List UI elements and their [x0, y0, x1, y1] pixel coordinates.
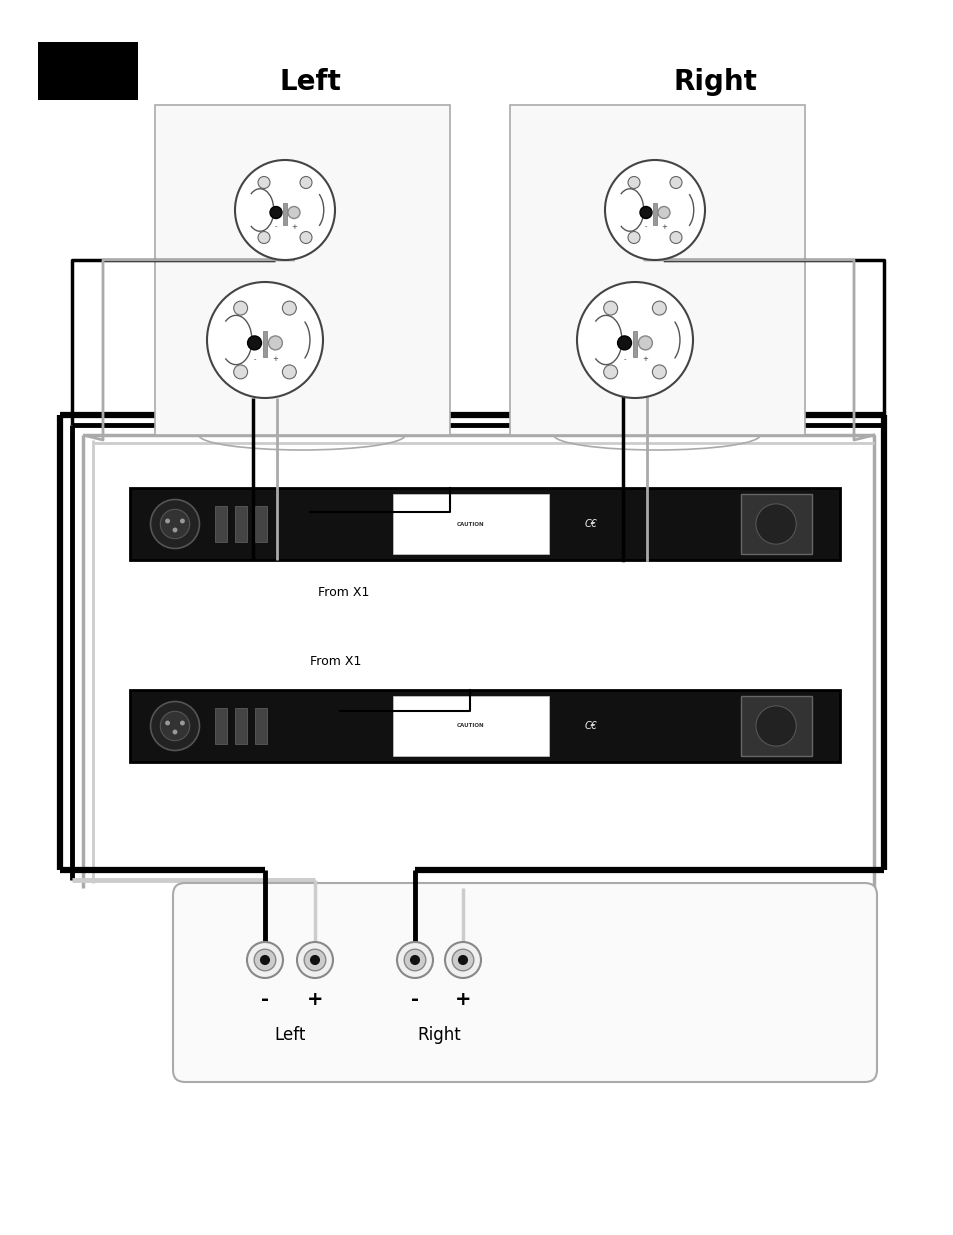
Text: +: +: [660, 224, 666, 230]
Circle shape: [234, 161, 335, 261]
Circle shape: [299, 231, 312, 243]
Circle shape: [257, 231, 270, 243]
Bar: [38, 42, 138, 100]
Circle shape: [160, 509, 190, 538]
Text: From X1: From X1: [317, 585, 369, 599]
Circle shape: [151, 499, 199, 548]
Bar: [214, 506, 227, 542]
Bar: [510, 105, 804, 435]
Text: -: -: [644, 224, 646, 230]
Circle shape: [639, 206, 651, 219]
Bar: [393, 494, 548, 555]
Circle shape: [268, 336, 282, 350]
Text: Left: Left: [279, 68, 340, 96]
Circle shape: [603, 364, 617, 379]
Circle shape: [207, 282, 323, 398]
Text: CAUTION: CAUTION: [456, 724, 484, 729]
Circle shape: [457, 955, 468, 965]
Bar: [234, 708, 247, 743]
Circle shape: [404, 950, 425, 971]
Circle shape: [282, 301, 296, 315]
Circle shape: [410, 955, 419, 965]
Circle shape: [755, 504, 796, 545]
Bar: [254, 708, 267, 743]
Circle shape: [669, 177, 681, 189]
Text: +: +: [273, 356, 278, 362]
Circle shape: [259, 955, 270, 965]
Circle shape: [627, 177, 639, 189]
Bar: [154, 105, 450, 435]
Bar: [130, 488, 840, 559]
Bar: [283, 203, 287, 225]
Circle shape: [652, 301, 665, 315]
Bar: [740, 695, 811, 756]
Circle shape: [299, 177, 312, 189]
Bar: [214, 708, 227, 743]
Circle shape: [270, 206, 282, 219]
Text: Right: Right: [673, 68, 756, 96]
Circle shape: [282, 364, 296, 379]
Bar: [740, 494, 811, 555]
Circle shape: [658, 206, 669, 219]
Circle shape: [604, 161, 704, 261]
Text: -: -: [253, 356, 255, 362]
Circle shape: [755, 706, 796, 746]
Bar: [234, 506, 247, 542]
Circle shape: [257, 177, 270, 189]
Circle shape: [172, 730, 177, 735]
Circle shape: [638, 336, 652, 350]
Circle shape: [172, 527, 177, 532]
Circle shape: [233, 301, 248, 315]
Bar: [652, 203, 657, 225]
Circle shape: [603, 301, 617, 315]
Text: +: +: [641, 356, 648, 362]
Text: -: -: [622, 356, 625, 362]
Circle shape: [165, 519, 170, 524]
Bar: [262, 331, 267, 357]
Circle shape: [288, 206, 299, 219]
Circle shape: [165, 720, 170, 725]
Bar: [393, 695, 548, 756]
Circle shape: [180, 720, 185, 725]
Text: CAUTION: CAUTION: [456, 521, 484, 526]
FancyBboxPatch shape: [172, 883, 876, 1082]
Circle shape: [248, 336, 261, 350]
Circle shape: [304, 950, 326, 971]
Bar: [632, 331, 637, 357]
Circle shape: [577, 282, 692, 398]
Circle shape: [617, 336, 631, 350]
Circle shape: [180, 519, 185, 524]
Text: +: +: [291, 224, 296, 230]
Text: -: -: [274, 224, 277, 230]
Text: Left: Left: [274, 1026, 305, 1044]
Text: From X1: From X1: [310, 656, 361, 668]
Circle shape: [627, 231, 639, 243]
Circle shape: [247, 942, 283, 978]
Circle shape: [310, 955, 319, 965]
Text: +: +: [455, 990, 471, 1009]
Text: C€: C€: [584, 519, 598, 529]
Text: +: +: [307, 990, 323, 1009]
Circle shape: [444, 942, 480, 978]
Circle shape: [233, 364, 248, 379]
Circle shape: [669, 231, 681, 243]
Circle shape: [452, 950, 474, 971]
Bar: [130, 690, 840, 762]
Text: -: -: [411, 990, 418, 1009]
Circle shape: [396, 942, 433, 978]
Circle shape: [160, 711, 190, 741]
Circle shape: [151, 701, 199, 751]
Text: Right: Right: [416, 1026, 460, 1044]
Text: C€: C€: [584, 721, 598, 731]
Bar: [254, 506, 267, 542]
Circle shape: [253, 950, 275, 971]
Circle shape: [296, 942, 333, 978]
Circle shape: [652, 364, 665, 379]
Text: -: -: [261, 990, 269, 1009]
